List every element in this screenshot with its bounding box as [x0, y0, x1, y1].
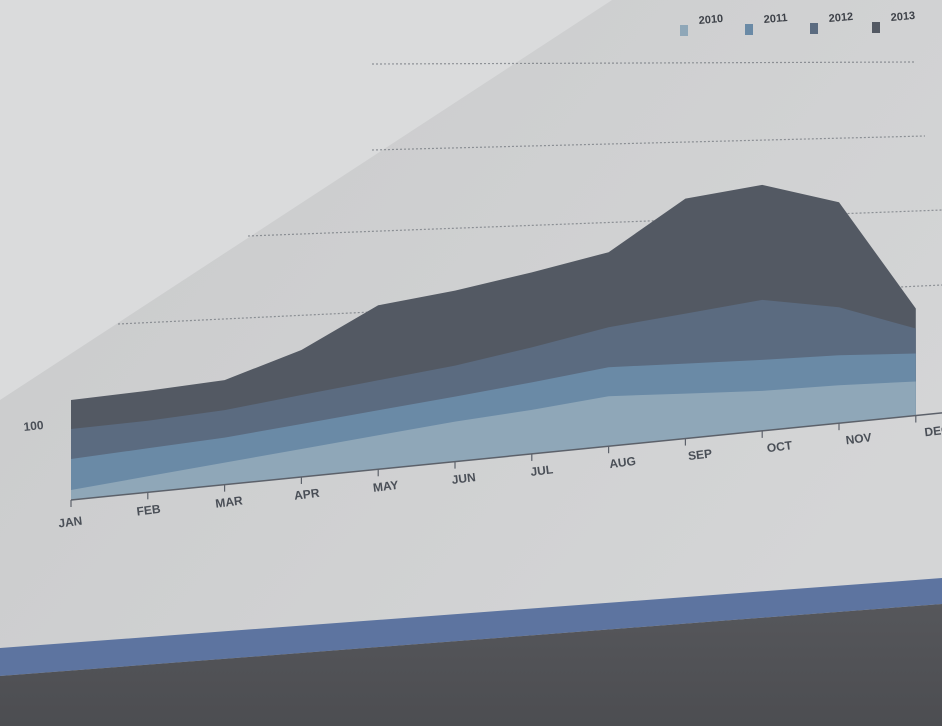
x-tick-label: DEC	[924, 422, 942, 439]
legend-swatch-2013	[872, 22, 880, 33]
legend-label-2012: 2012	[828, 11, 853, 25]
x-tick-label: AUG	[608, 454, 636, 471]
legend-swatch-2010	[680, 25, 688, 36]
area-series-2010	[71, 381, 916, 500]
gridline	[371, 135, 926, 151]
x-tick-label: MAR	[215, 493, 244, 510]
stacked-areas	[71, 184, 916, 500]
x-tick-label: APR	[293, 486, 320, 503]
x-tick-label: JAN	[57, 514, 83, 531]
legend-swatch-2012	[810, 23, 818, 34]
chart-legend: 2010 2011 2012 2013	[680, 10, 916, 36]
y-tick-label: 100	[23, 418, 45, 434]
legend-label-2011: 2011	[763, 12, 788, 26]
x-axis-line	[70, 412, 942, 501]
x-tick-label: FEB	[136, 502, 162, 519]
base-block	[0, 604, 942, 726]
x-tick-label: OCT	[766, 438, 794, 455]
legend-label-2010: 2010	[698, 13, 723, 27]
legend-label-2013: 2013	[890, 10, 915, 24]
x-tick-label: MAY	[372, 478, 399, 495]
gridline	[371, 61, 916, 65]
x-tick-label: SEP	[687, 446, 713, 463]
legend-swatch-2011	[745, 24, 753, 35]
x-tick-label: JUN	[451, 470, 477, 487]
y-axis-labels: 100	[23, 418, 45, 434]
x-axis: JAN FEB MAR APR MAY JUN JUL AUG SEP OCT NOV DEC	[57, 412, 942, 531]
x-tick-label: NOV	[845, 430, 873, 447]
accent-stripe	[0, 578, 942, 676]
x-tick-label: JUL	[530, 462, 554, 479]
